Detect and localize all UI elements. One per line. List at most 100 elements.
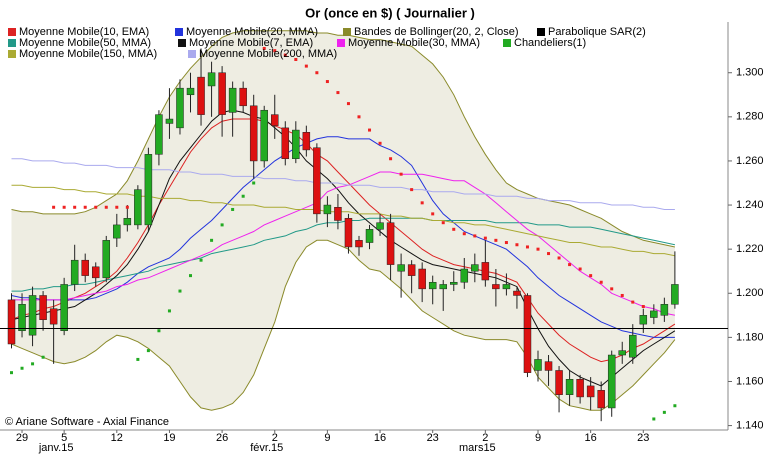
candle-body <box>618 350 626 356</box>
x-tick-label: 23 <box>427 432 439 444</box>
candle-body <box>397 264 405 272</box>
sar-dot <box>410 188 414 192</box>
candle-body <box>376 222 384 230</box>
legend-swatch <box>8 39 16 47</box>
candle-body <box>481 262 490 281</box>
sar-dot <box>557 256 561 260</box>
x-tick-label: 12 <box>111 432 123 444</box>
candle-body <box>144 154 153 226</box>
candle-body <box>123 218 132 226</box>
sar-dot <box>515 243 519 247</box>
sar-dot <box>136 357 140 361</box>
candle-body <box>586 385 595 398</box>
sar-dot <box>73 205 77 209</box>
plot-area <box>7 30 679 422</box>
legend-swatch <box>503 39 511 47</box>
x-tick-label: 16 <box>585 432 597 444</box>
y-tick-label: 1.140 <box>736 419 764 431</box>
candle-body <box>544 361 553 371</box>
x-tick-label: 29 <box>16 432 28 444</box>
sar-dot <box>420 201 424 205</box>
sar-dot <box>189 274 193 278</box>
x-tick-label: 2 <box>482 432 488 444</box>
candle-body <box>218 72 226 115</box>
legend-label: Moyenne Mobile(50, MMA) <box>19 37 151 49</box>
legend-swatch <box>175 28 183 36</box>
sar-dot <box>283 53 287 57</box>
ma-line <box>11 158 675 210</box>
sar-dot <box>652 417 656 421</box>
candle-body <box>428 281 437 290</box>
sar-dot <box>589 274 593 278</box>
bollinger-fill <box>11 30 675 411</box>
sar-dot <box>220 223 224 227</box>
sar-dot <box>431 212 435 216</box>
sar-dot <box>620 293 624 297</box>
sar-dot <box>346 102 350 106</box>
candle-body <box>555 370 563 395</box>
candle-body <box>176 87 184 129</box>
candle-body <box>18 304 26 332</box>
candle-body <box>639 315 648 325</box>
sar-dot <box>83 205 87 209</box>
bollinger-lower <box>11 239 676 411</box>
legend-swatch <box>188 50 196 58</box>
candle-body <box>302 132 311 151</box>
candle-body <box>534 359 542 371</box>
x-tick-label: 23 <box>637 432 649 444</box>
sar-dot <box>631 300 635 304</box>
sar-dot <box>146 349 150 353</box>
y-tick-label: 1.200 <box>736 287 764 299</box>
y-tick-label: 1.260 <box>736 155 764 167</box>
candle-body <box>660 304 669 316</box>
candle-body <box>60 284 68 332</box>
candle-body <box>502 284 511 290</box>
sar-dot <box>41 355 45 359</box>
legend-label: Moyenne Mobile(7, EMA) <box>189 37 313 49</box>
sar-dot <box>578 267 582 271</box>
x-period-label: mars15 <box>459 442 496 454</box>
chart-title: Or (once en $) ( Journalier ) <box>305 5 475 20</box>
candle-body <box>576 379 584 398</box>
ma-line <box>11 171 676 316</box>
sar-dot <box>504 241 508 245</box>
legend-swatch <box>343 28 351 36</box>
candle-body <box>186 87 195 96</box>
candle-body <box>228 87 237 113</box>
x-tick-label: 16 <box>374 432 386 444</box>
candle-body <box>460 268 469 283</box>
candle-body <box>355 240 363 248</box>
candle-body <box>407 264 416 276</box>
candle-body <box>650 310 658 318</box>
y-tick-label: 1.280 <box>736 111 764 123</box>
sar-dot <box>94 205 98 209</box>
legend-label: Moyenne Mobile(20, MMA) <box>186 26 318 38</box>
sar-dot <box>399 172 403 176</box>
candle-body <box>607 354 616 409</box>
candle-body <box>239 87 247 107</box>
sar-dot <box>536 247 540 251</box>
candle-body <box>70 259 79 285</box>
x-tick-label: 2 <box>272 432 278 444</box>
y-tick-label: 1.180 <box>736 331 764 343</box>
sar-dot <box>336 91 340 95</box>
sar-dot <box>115 205 119 209</box>
candle-body <box>629 334 637 358</box>
candle-body <box>513 290 521 296</box>
sar-dot <box>568 263 572 267</box>
sar-dot <box>673 404 677 408</box>
candle-body <box>81 259 89 276</box>
sar-dot <box>167 309 171 313</box>
sar-dot <box>104 205 108 209</box>
sar-dot <box>462 232 466 236</box>
candle-body <box>281 127 290 159</box>
sar-dot <box>662 410 666 414</box>
candle-body <box>39 295 47 320</box>
legend-label: Moyenne Mobile(10, EMA) <box>19 26 149 38</box>
sar-dot <box>52 205 56 209</box>
candle-body <box>155 114 163 155</box>
candle-body <box>28 295 37 336</box>
sar-dot <box>157 329 161 333</box>
candle-body <box>113 224 121 239</box>
